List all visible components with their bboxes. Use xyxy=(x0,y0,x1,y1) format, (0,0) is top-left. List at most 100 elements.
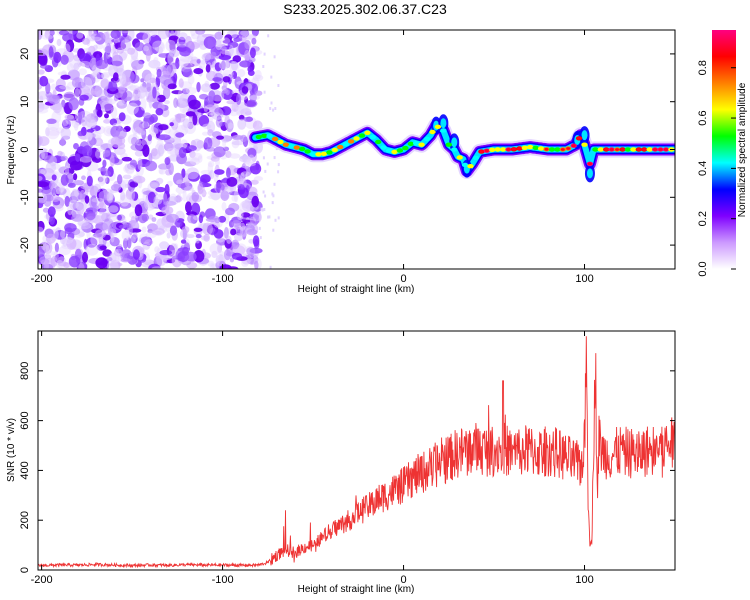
noise-blob xyxy=(213,229,224,239)
noise-blob xyxy=(44,257,56,269)
snr-y-ticks: 0 200 400 600 800 xyxy=(19,362,675,573)
colorbar-gradient xyxy=(712,30,736,269)
noise-blob xyxy=(43,155,56,163)
noise-blob xyxy=(165,201,170,214)
noise-blob xyxy=(122,174,132,180)
noise-blob xyxy=(173,72,178,83)
noise-blob xyxy=(147,134,152,142)
noise-blob xyxy=(185,111,196,117)
noise-blob xyxy=(113,72,119,82)
noise-blob xyxy=(251,195,259,208)
ridge-core xyxy=(255,134,262,140)
noise-blob xyxy=(192,114,198,126)
noise-blob xyxy=(187,214,197,224)
ridge-peak xyxy=(587,162,592,166)
noise-blob xyxy=(95,257,108,269)
noise-blob xyxy=(132,175,146,184)
noise-blob xyxy=(159,249,173,256)
spectrogram-y-tick-label: -10 xyxy=(19,189,31,205)
ridge-core xyxy=(461,162,469,168)
noise-speck xyxy=(273,55,276,59)
colorbar-tick-label: 0.6 xyxy=(697,110,709,125)
ridge-peak xyxy=(544,147,549,151)
noise-blob xyxy=(216,135,225,140)
noise-blob xyxy=(209,169,215,180)
noise-blob xyxy=(49,214,55,226)
ridge-peak xyxy=(609,148,614,151)
noise-blob xyxy=(122,79,128,87)
noise-blob xyxy=(76,203,85,216)
spectrogram-y-ticks: -20 -10 0 10 20 xyxy=(19,48,675,253)
noise-speck xyxy=(272,108,275,112)
noise-blob xyxy=(145,160,158,172)
noise-blob xyxy=(141,213,149,222)
noise-blob xyxy=(155,186,166,193)
noise-blob xyxy=(119,73,127,85)
noise-blob xyxy=(105,177,110,185)
noise-blob xyxy=(254,90,263,96)
ridge-core xyxy=(434,124,442,129)
noise-speck xyxy=(262,65,265,68)
noise-blob xyxy=(62,119,69,127)
noise-blob xyxy=(203,234,210,242)
noise-blob xyxy=(200,60,207,65)
noise-blob xyxy=(123,164,135,174)
noise-blob xyxy=(129,159,138,168)
noise-blob xyxy=(116,47,124,54)
ridge-core xyxy=(347,139,355,144)
noise-blob xyxy=(237,118,247,130)
noise-blob xyxy=(133,106,145,118)
noise-blob xyxy=(217,243,223,253)
noise-blob xyxy=(179,54,193,63)
noise-blob xyxy=(253,176,264,182)
noise-blob xyxy=(85,243,99,256)
noise-blob xyxy=(171,90,184,95)
noise-blob xyxy=(130,215,136,227)
noise-blob xyxy=(48,94,61,105)
noise-blob xyxy=(84,195,90,204)
noise-blob xyxy=(51,83,57,91)
noise-blob xyxy=(49,181,54,190)
noise-blob xyxy=(157,144,165,157)
noise-blob xyxy=(143,121,149,129)
noise-blob xyxy=(73,62,80,71)
noise-blob xyxy=(191,152,203,161)
noise-blob xyxy=(226,167,231,178)
noise-blob xyxy=(38,181,49,188)
noise-speck xyxy=(273,156,276,160)
noise-speck xyxy=(264,194,267,198)
noise-blob xyxy=(77,220,89,227)
noise-blob xyxy=(227,30,238,36)
noise-blob xyxy=(153,56,159,66)
noise-blob xyxy=(173,97,179,109)
noise-blob xyxy=(116,127,127,140)
noise-blob xyxy=(197,30,203,34)
ridge-core xyxy=(413,141,420,146)
noise-blob xyxy=(159,168,166,175)
noise-blob xyxy=(95,59,109,70)
noise-blob xyxy=(225,150,232,158)
noise-blob xyxy=(38,48,49,57)
ridge-core xyxy=(304,149,311,154)
noise-blob xyxy=(182,246,189,256)
noise-blob xyxy=(162,84,170,90)
noise-blob xyxy=(118,85,126,94)
spectrogram-x-ticks: -200 -100 0 100 xyxy=(31,30,594,285)
noise-blob xyxy=(126,102,139,115)
noise-blob xyxy=(236,93,242,106)
noise-blob xyxy=(145,48,151,62)
spectrogram-x-tick-label: -200 xyxy=(31,273,53,285)
ridge-core xyxy=(581,142,588,147)
noise-blob xyxy=(200,169,212,175)
colorbar-tick-label: 0.2 xyxy=(697,211,709,226)
noise-blob xyxy=(66,236,72,244)
noise-blob xyxy=(148,263,161,269)
noise-blob xyxy=(155,108,164,116)
noise-blob xyxy=(96,109,103,118)
noise-blob xyxy=(64,223,77,233)
ridge-core xyxy=(532,145,539,150)
spectrogram-y-tick-label: 0 xyxy=(19,146,31,152)
noise-blob xyxy=(132,232,138,240)
noise-blob xyxy=(79,189,86,203)
noise-blob xyxy=(64,165,70,176)
